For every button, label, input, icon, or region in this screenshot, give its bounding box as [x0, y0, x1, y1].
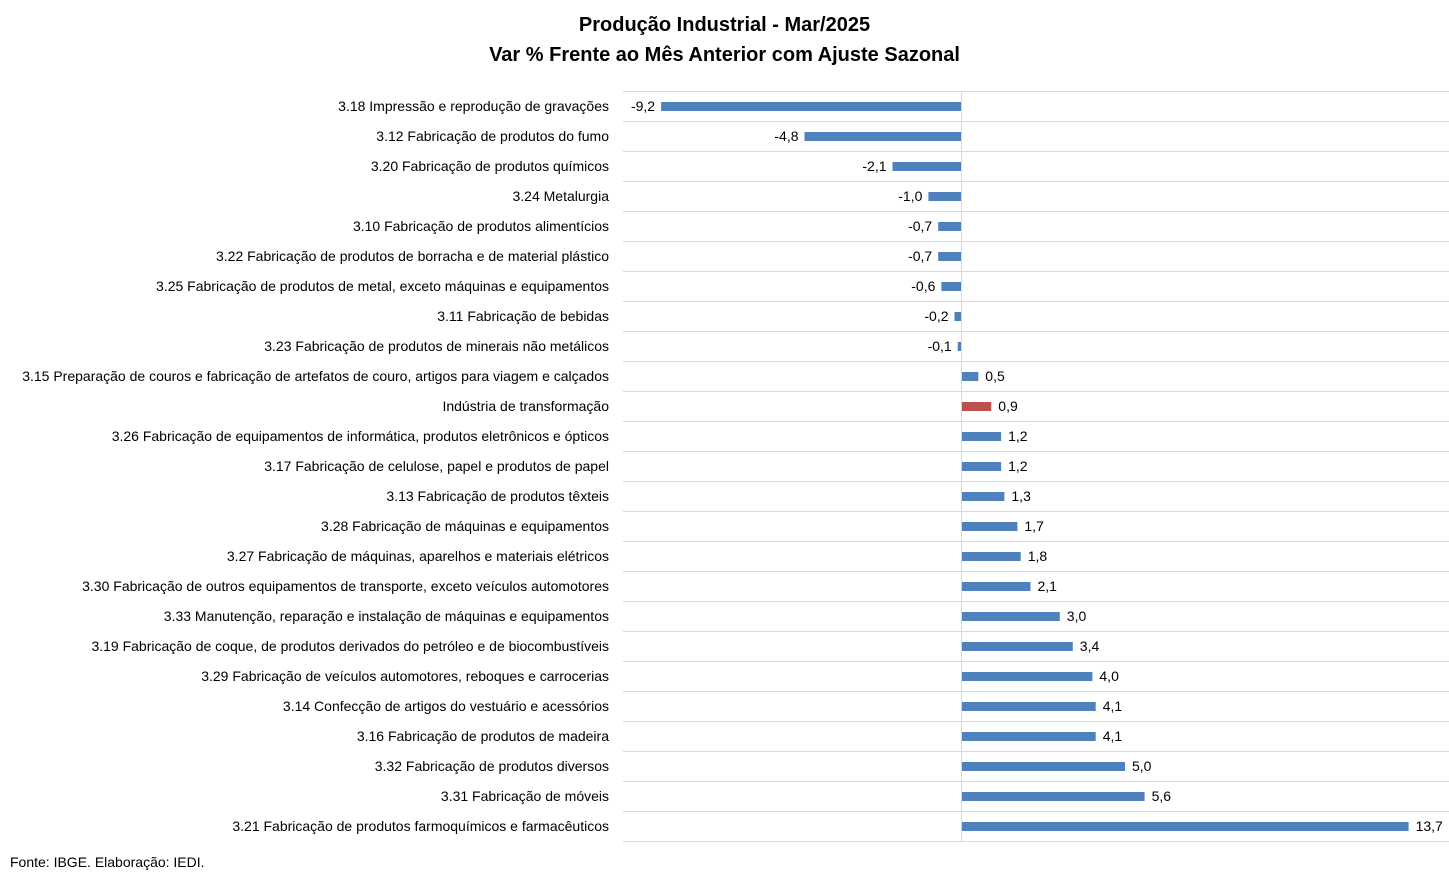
category-label: 3.24 Metalurgia [512, 188, 609, 204]
data-label: 4,0 [1099, 668, 1119, 684]
data-label: 5,0 [1132, 758, 1152, 774]
data-label: 2,1 [1038, 578, 1058, 594]
data-label: -1,0 [898, 188, 922, 204]
category-label: 3.21 Fabricação de produtos farmoquímico… [232, 818, 609, 834]
data-label: 4,1 [1103, 698, 1123, 714]
bar [661, 102, 961, 111]
bar [962, 642, 1073, 651]
category-label: 3.20 Fabricação de produtos químicos [371, 158, 609, 174]
bar [962, 522, 1018, 531]
category-label: 3.16 Fabricação de produtos de madeira [357, 728, 609, 744]
data-label: -2,1 [862, 158, 886, 174]
bar [941, 282, 961, 291]
data-label: -0,6 [911, 278, 935, 294]
source-note: Fonte: IBGE. Elaboração: IEDI. [10, 854, 205, 870]
bar [954, 312, 961, 321]
data-label: 1,8 [1028, 548, 1048, 564]
category-label: 3.23 Fabricação de produtos de minerais … [264, 338, 609, 354]
data-label: 1,2 [1008, 458, 1028, 474]
bar [962, 582, 1031, 591]
bar [928, 192, 961, 201]
category-label: 3.25 Fabricação de produtos de metal, ex… [156, 278, 609, 294]
data-label: 1,7 [1024, 518, 1044, 534]
bar [962, 552, 1021, 561]
data-label: 13,7 [1416, 818, 1443, 834]
data-label: 0,5 [985, 368, 1005, 384]
category-label: 3.31 Fabricação de móveis [441, 788, 609, 804]
data-label: 4,1 [1103, 728, 1123, 744]
data-label: 5,6 [1152, 788, 1172, 804]
bar [962, 612, 1060, 621]
bar [938, 252, 961, 261]
bar [962, 492, 1005, 501]
data-label: 1,2 [1008, 428, 1028, 444]
data-label: 1,3 [1011, 488, 1031, 504]
data-label: 3,4 [1080, 638, 1100, 654]
bar [962, 462, 1002, 471]
bar [962, 702, 1096, 711]
data-label: 0,9 [998, 398, 1018, 414]
category-label: 3.15 Preparação de couros e fabricação d… [22, 368, 609, 384]
bar [804, 132, 961, 141]
category-label: 3.19 Fabricação de coque, de produtos de… [91, 638, 609, 654]
data-label: -9,2 [631, 98, 655, 114]
bar [962, 372, 979, 381]
bar [938, 222, 961, 231]
data-label: -4,8 [774, 128, 798, 144]
category-label: 3.12 Fabricação de produtos do fumo [376, 128, 609, 144]
category-label: 3.13 Fabricação de produtos têxteis [386, 488, 609, 504]
category-label: 3.28 Fabricação de máquinas e equipament… [321, 518, 609, 534]
category-label: 3.29 Fabricação de veículos automotores,… [201, 668, 609, 684]
chart-subtitle: Var % Frente ao Mês Anterior com Ajuste … [489, 44, 960, 66]
category-label: 3.18 Impressão e reprodução de gravações [338, 98, 609, 114]
category-label: 3.10 Fabricação de produtos alimentícios [353, 218, 609, 234]
bar [962, 432, 1002, 441]
bar [962, 762, 1125, 771]
chart-title: Produção Industrial - Mar/2025 [578, 14, 871, 36]
category-label: 3.26 Fabricação de equipamentos de infor… [112, 428, 609, 444]
bar [892, 162, 961, 171]
category-label: 3.17 Fabricação de celulose, papel e pro… [264, 458, 609, 474]
bar [962, 822, 1409, 831]
category-label: 3.33 Manutenção, reparação e instalação … [164, 608, 609, 624]
category-label: 3.11 Fabricação de bebidas [437, 308, 609, 324]
bar [962, 672, 1093, 681]
data-label: -0,2 [924, 308, 948, 324]
data-label: 3,0 [1067, 608, 1087, 624]
category-label: 3.27 Fabricação de máquinas, aparelhos e… [227, 548, 609, 564]
bar [957, 342, 961, 351]
category-label: 3.30 Fabricação de outros equipamentos d… [82, 578, 609, 594]
data-label: -0,7 [908, 218, 932, 234]
bar [962, 732, 1096, 741]
bar [962, 792, 1145, 801]
category-label: 3.14 Confecção de artigos do vestuário e… [283, 698, 609, 714]
data-label: -0,7 [908, 248, 932, 264]
bar [962, 402, 992, 411]
category-label: 3.32 Fabricação de produtos diversos [375, 758, 609, 774]
data-label: -0,1 [928, 338, 952, 354]
category-label: Indústria de transformação [442, 398, 609, 414]
category-label: 3.22 Fabricação de produtos de borracha … [216, 248, 609, 264]
